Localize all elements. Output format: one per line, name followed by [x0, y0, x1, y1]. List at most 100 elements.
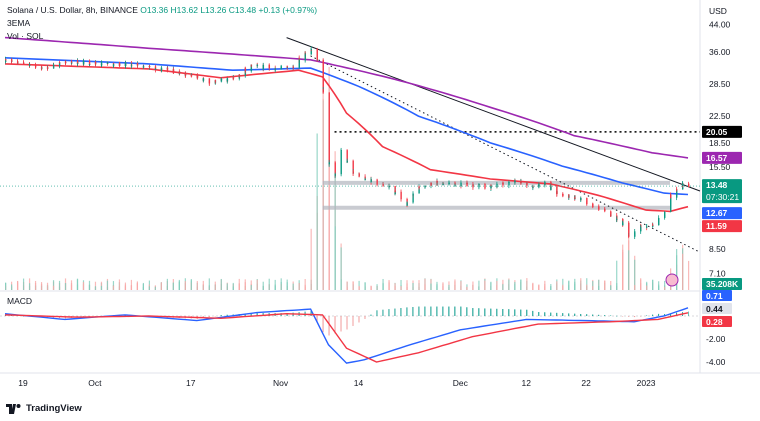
volume-bar: [502, 284, 504, 290]
candle-body: [346, 160, 348, 163]
candle-body: [310, 49, 312, 51]
volume-bar: [616, 260, 618, 290]
candle-body: [376, 181, 378, 184]
macd-histogram-bar: [460, 306, 462, 316]
macd-label-box: [702, 316, 732, 327]
indicator-ema-label[interactable]: 3EMA: [7, 18, 31, 28]
candle-body: [232, 78, 235, 80]
volume-bar: [184, 281, 186, 290]
candle-body: [586, 198, 588, 203]
price-label-value: 20.05: [706, 127, 728, 137]
volume-bar: [550, 286, 552, 290]
price-label-value: 35.208K: [706, 279, 739, 289]
macd-label-value: 0.28: [706, 317, 723, 327]
indicator-volume-label[interactable]: Vol · SOL: [7, 31, 44, 41]
candle-body: [688, 183, 690, 188]
macd-histogram-bar: [478, 308, 480, 316]
candle-body: [592, 206, 594, 208]
volume-bar: [544, 280, 546, 290]
volume-bar: [568, 280, 570, 290]
macd-histogram-bar: [310, 311, 312, 316]
candle-body: [538, 183, 540, 187]
candle-body: [478, 184, 480, 186]
candle-body: [628, 222, 630, 236]
time-tick-label: 12: [522, 378, 532, 388]
candle-body: [556, 191, 558, 195]
macd-histogram-bar: [454, 306, 456, 316]
symbol-title: Solana / U.S. Dollar, 8h, BINANCE: [7, 5, 138, 15]
volume-bar: [226, 283, 228, 290]
volume-bar: [484, 280, 486, 290]
currency-label: USD: [709, 6, 727, 16]
volume-bar: [586, 284, 588, 290]
candle-body: [196, 75, 199, 79]
candle-body: [148, 65, 151, 67]
volume-bar: [424, 284, 426, 290]
volume-bar: [370, 285, 372, 290]
volume-bar: [28, 283, 31, 290]
volume-bar: [5, 283, 7, 290]
volume-bar: [376, 284, 378, 290]
candle-body: [406, 202, 408, 206]
macd-histogram-bar: [658, 313, 660, 316]
candle-body: [388, 185, 390, 188]
candle-body: [94, 63, 97, 65]
trendline: [310, 55, 701, 253]
volume-bar: [58, 280, 61, 290]
volume-bar: [322, 70, 324, 290]
macd-histogram-bar: [652, 314, 654, 316]
candle-body: [358, 174, 360, 177]
macd-histogram-bar: [340, 316, 342, 332]
time-tick-label: 2023: [637, 378, 656, 388]
volume-bar: [268, 278, 270, 290]
candle-body: [436, 181, 438, 183]
volume-bar: [526, 278, 528, 290]
ema-mid-line: [4, 57, 689, 196]
volume-bar: [166, 278, 168, 290]
macd-histogram-bar: [670, 313, 672, 316]
macd-histogram-bar: [664, 314, 666, 316]
volume-bar: [196, 281, 198, 290]
macd-histogram-bar: [364, 316, 366, 319]
candle-body: [634, 232, 636, 237]
candle-body: [10, 59, 13, 62]
volume-bar: [478, 280, 480, 290]
candle-body: [64, 62, 67, 64]
macd-histogram-bar: [646, 315, 648, 316]
volume-bar: [262, 281, 264, 290]
volume-bar: [136, 282, 139, 290]
macd-histogram-bar: [550, 312, 552, 316]
macd-histogram-bar: [604, 315, 606, 316]
time-tick-label: 14: [354, 378, 364, 388]
candle-body: [526, 183, 528, 186]
volume-bar: [622, 244, 624, 290]
candle-body: [142, 66, 145, 68]
candle-body: [136, 62, 139, 66]
candle-body: [334, 174, 336, 176]
price-tick-label: 22.50: [709, 111, 731, 121]
candle-body: [604, 209, 606, 212]
indicator-macd-label[interactable]: MACD: [7, 296, 33, 306]
macd-histogram-bar: [544, 312, 546, 316]
tradingview-logo[interactable]: TradingView: [6, 403, 82, 414]
candle-body: [250, 64, 253, 72]
candle-body: [58, 62, 61, 66]
chart-legend: Solana / U.S. Dollar, 8h, BINANCE O13.36…: [7, 5, 317, 16]
candle-body: [112, 64, 115, 66]
price-tick-label: 36.00: [709, 47, 731, 57]
candle-body: [208, 82, 211, 84]
candle-body: [460, 182, 462, 186]
candle-body: [340, 150, 342, 151]
macd-histogram-bar: [532, 310, 534, 316]
candle-body: [34, 66, 37, 68]
macd-histogram-bar: [418, 306, 420, 316]
volume-bar: [130, 285, 133, 290]
volume-bar: [448, 284, 450, 290]
macd-histogram-bar: [376, 310, 378, 316]
candle-body: [316, 59, 318, 61]
macd-tick-label: -2.00: [706, 334, 726, 344]
volume-bar: [292, 283, 294, 290]
price-label-value: 13.48: [706, 180, 728, 190]
volume-bar: [22, 278, 25, 290]
